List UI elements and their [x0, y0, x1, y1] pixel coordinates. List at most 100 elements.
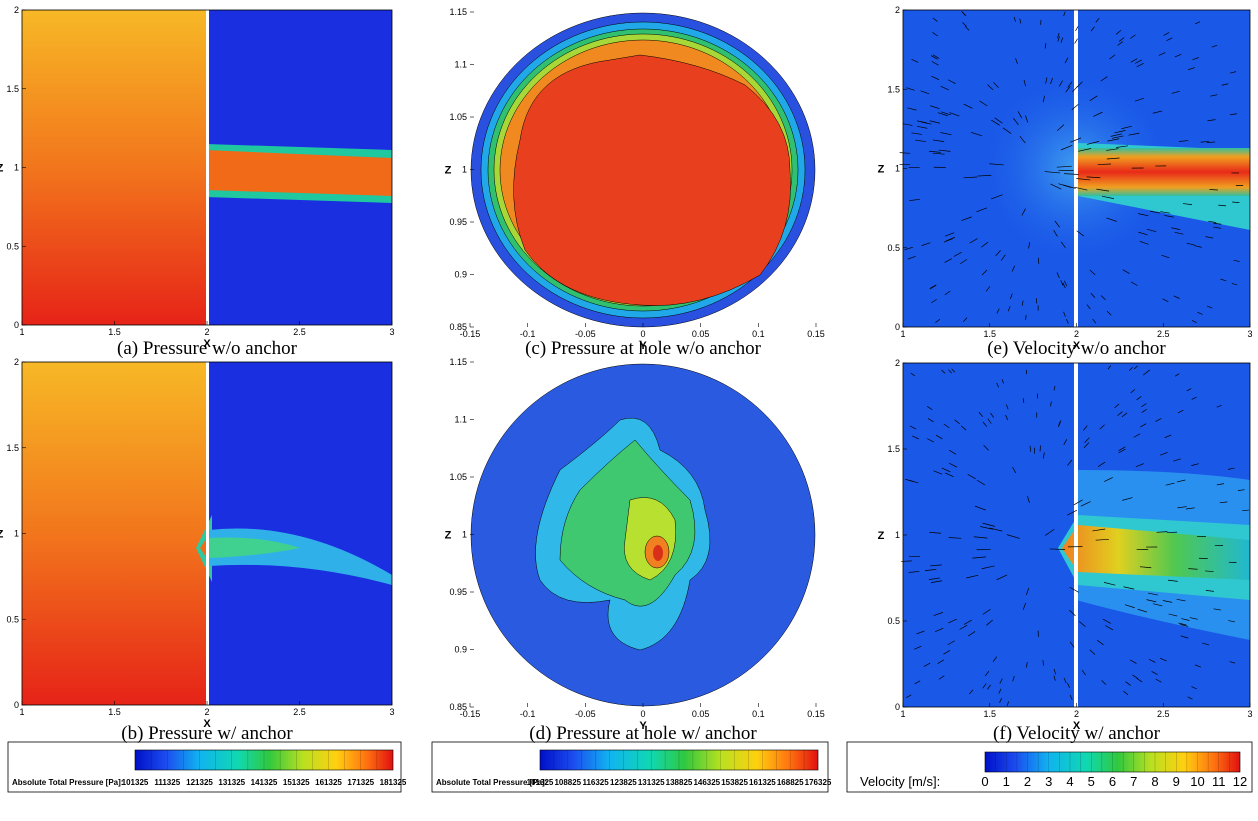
x-tick-label: 2 [204, 707, 209, 717]
colorbar-tick-label: 4 [1066, 774, 1073, 789]
x-tick-label: -0.05 [575, 709, 596, 719]
caption: (f) Velocity w/ anchor [993, 723, 1161, 744]
colorbar-tick-label: 11 [1212, 774, 1226, 789]
figure: 11.522.5300.511.52XZ(a) Pressure w/o anc… [0, 0, 1258, 821]
y-tick-label: 1.15 [449, 7, 467, 17]
y-tick-label: 1.05 [449, 472, 467, 482]
x-tick-label: 1 [900, 709, 905, 719]
x-tick-label: 0.15 [807, 329, 825, 339]
y-tick-label: 1.15 [449, 357, 467, 367]
y-tick-label: 0.5 [887, 243, 900, 253]
x-tick-label: 2.5 [1157, 709, 1170, 719]
colorbar-tick-label: 138825 [666, 778, 693, 787]
x-tick-label: 3 [1247, 329, 1252, 339]
pressure-hole-field [470, 12, 816, 327]
x-tick-label: 0 [640, 709, 645, 719]
colorbar-tick-label: 2 [1024, 774, 1031, 789]
colorbar-tick-label: 8 [1151, 774, 1158, 789]
colorbar-tick-label: 6 [1109, 774, 1116, 789]
y-tick-label: 0.5 [887, 616, 900, 626]
colorbar-tick-label: 5 [1088, 774, 1095, 789]
pressure-hole-field [470, 362, 816, 707]
x-tick-label: 2 [204, 327, 209, 337]
colorbar-tick-label: 151325 [283, 778, 310, 787]
colorbar-tick-label: 12 [1233, 774, 1247, 789]
x-tick-label: 2.5 [293, 707, 306, 717]
caption: (e) Velocity w/o anchor [987, 338, 1166, 359]
y-tick-label: 1.1 [454, 415, 467, 425]
colorbar-tick-label: 176325 [805, 778, 832, 787]
x-tick-label: 0.1 [752, 709, 765, 719]
colorbar-tick-label: 123825 [610, 778, 637, 787]
y-axis-label: Z [878, 164, 885, 176]
colorbar-tick-label: 108825 [554, 778, 581, 787]
y-tick-label: 2 [14, 357, 19, 367]
y-tick-label: 1.05 [449, 112, 467, 122]
pressure-field [22, 10, 392, 325]
y-tick-label: 0 [895, 322, 900, 332]
colorbar-tick-label: 161325 [749, 778, 776, 787]
colorbar-tick-label: 131325 [638, 778, 665, 787]
caption: (d) Pressure at hole w/ anchor [529, 723, 757, 744]
colorbar-label: Absolute Total Pressure [Pa]: [12, 778, 123, 787]
colorbar-tick-label: 7 [1130, 774, 1137, 789]
colorbar-tick-label: 111325 [154, 778, 180, 787]
y-tick-label: 1 [895, 164, 900, 174]
y-tick-label: 1 [462, 165, 467, 175]
y-tick-label: 0.5 [6, 241, 19, 251]
colorbar-tick-label: 101325 [527, 778, 554, 787]
caption: (a) Pressure w/o anchor [117, 338, 298, 359]
y-tick-label: 0.95 [449, 217, 467, 227]
x-tick-label: 1.5 [108, 327, 121, 337]
y-tick-label: 1 [14, 163, 19, 173]
y-tick-label: 0.85 [449, 702, 467, 712]
colorbar-tick-label: 3 [1045, 774, 1052, 789]
colorbar-tick-label: 9 [1173, 774, 1180, 789]
colorbar-tick-label: 1 [1003, 774, 1010, 789]
colorbar-tick-label: 10 [1190, 774, 1204, 789]
colorbar-tick-label: 161325 [315, 778, 342, 787]
y-tick-label: 0 [14, 700, 19, 710]
x-tick-label: 0.05 [692, 709, 710, 719]
y-axis-label: Z [878, 530, 885, 542]
pressure-field [22, 362, 392, 705]
y-tick-label: 2 [895, 5, 900, 15]
y-tick-label: 0.85 [449, 322, 467, 332]
velocity-field [903, 363, 1250, 707]
x-tick-label: 2.5 [293, 327, 306, 337]
x-tick-label: 3 [389, 707, 394, 717]
x-tick-label: 1.5 [108, 707, 121, 717]
y-tick-label: 1 [895, 530, 900, 540]
x-tick-label: 3 [1247, 709, 1252, 719]
colorbar-tick-label: 168825 [777, 778, 804, 787]
colorbar-tick-label: 141325 [251, 778, 278, 787]
y-axis-label: Z [0, 163, 4, 175]
y-tick-label: 0 [14, 320, 19, 330]
y-tick-label: 2 [14, 5, 19, 15]
y-tick-label: 0.9 [454, 270, 467, 280]
caption: (c) Pressure at hole w/o anchor [525, 338, 762, 359]
colorbar-tick-label: 171325 [347, 778, 374, 787]
y-tick-label: 0.5 [6, 614, 19, 624]
colorbar-label: Velocity [m/s]: [860, 774, 940, 789]
y-tick-label: 1.5 [887, 84, 900, 94]
x-tick-label: 3 [389, 327, 394, 337]
caption: (b) Pressure w/ anchor [121, 723, 293, 744]
y-axis-label: Z [0, 529, 4, 541]
x-tick-label: 1.5 [983, 709, 996, 719]
colorbar-tick-label: 153825 [721, 778, 748, 787]
y-tick-label: 1.5 [6, 443, 19, 453]
colorbar-tick-label: 121325 [186, 778, 213, 787]
x-tick-label: 1 [900, 329, 905, 339]
colorbar-tick-label: 116325 [582, 778, 609, 787]
y-tick-label: 1 [462, 530, 467, 540]
y-tick-label: 0.9 [454, 645, 467, 655]
colorbar-tick-label: 146325 [693, 778, 720, 787]
y-axis-label: Z [445, 165, 452, 177]
x-tick-label: 0.15 [807, 709, 825, 719]
x-tick-label: 2 [1074, 709, 1079, 719]
y-tick-label: 0.95 [449, 587, 467, 597]
colorbar-tick-label: 101325 [122, 778, 149, 787]
colorbar-tick-label: 181325 [380, 778, 407, 787]
x-tick-label: -0.1 [520, 709, 536, 719]
